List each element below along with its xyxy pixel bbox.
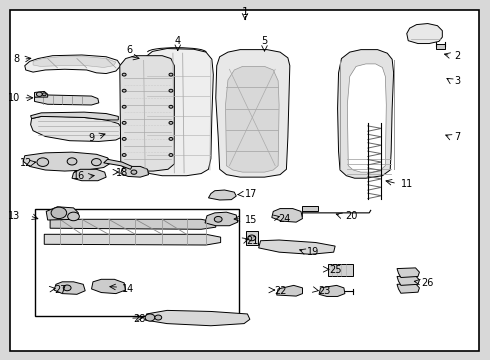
Text: 3: 3 — [455, 76, 461, 86]
Circle shape — [67, 158, 77, 165]
Bar — [246, 231, 258, 245]
Polygon shape — [397, 276, 419, 285]
Circle shape — [122, 73, 126, 76]
Polygon shape — [302, 206, 318, 211]
Polygon shape — [54, 282, 85, 294]
Polygon shape — [50, 219, 216, 229]
Polygon shape — [397, 284, 419, 293]
Text: 5: 5 — [261, 36, 268, 46]
Polygon shape — [25, 55, 121, 73]
Circle shape — [63, 285, 71, 291]
Circle shape — [42, 93, 46, 96]
Text: 15: 15 — [245, 215, 257, 225]
Polygon shape — [277, 285, 302, 296]
Text: 21: 21 — [246, 237, 258, 247]
Polygon shape — [104, 159, 132, 169]
Text: 14: 14 — [122, 284, 134, 294]
Circle shape — [122, 105, 126, 108]
Polygon shape — [30, 116, 123, 141]
Text: 18: 18 — [116, 168, 128, 178]
Polygon shape — [397, 268, 419, 278]
Circle shape — [248, 235, 256, 241]
Text: 27: 27 — [54, 285, 67, 295]
Polygon shape — [338, 50, 393, 178]
Text: 10: 10 — [8, 93, 20, 103]
Text: 23: 23 — [318, 287, 330, 296]
Circle shape — [145, 314, 155, 321]
Polygon shape — [225, 66, 279, 172]
Circle shape — [36, 92, 42, 96]
Text: 22: 22 — [274, 287, 287, 296]
Text: 19: 19 — [307, 247, 319, 257]
Text: 7: 7 — [455, 132, 461, 142]
Polygon shape — [347, 64, 386, 172]
Polygon shape — [72, 169, 106, 181]
Polygon shape — [407, 23, 442, 44]
Text: 25: 25 — [329, 265, 342, 275]
Text: 8: 8 — [14, 54, 20, 64]
Polygon shape — [139, 49, 213, 176]
Polygon shape — [34, 95, 99, 105]
Circle shape — [169, 89, 173, 92]
Text: 16: 16 — [73, 171, 85, 181]
Polygon shape — [33, 57, 116, 67]
Circle shape — [37, 158, 49, 166]
Circle shape — [169, 105, 173, 108]
Polygon shape — [30, 112, 118, 120]
Text: 28: 28 — [133, 314, 146, 324]
Text: 1: 1 — [242, 7, 248, 17]
Text: 11: 11 — [401, 179, 413, 189]
Polygon shape — [44, 234, 220, 245]
Polygon shape — [319, 285, 345, 296]
Circle shape — [169, 138, 173, 140]
Polygon shape — [208, 190, 236, 200]
Bar — [328, 264, 353, 276]
Bar — [34, 208, 239, 316]
Text: 13: 13 — [8, 211, 20, 221]
Polygon shape — [92, 279, 125, 294]
Circle shape — [51, 207, 67, 219]
Text: 4: 4 — [175, 36, 181, 46]
Circle shape — [169, 73, 173, 76]
Polygon shape — [34, 91, 48, 97]
Circle shape — [122, 89, 126, 92]
Circle shape — [122, 154, 126, 157]
Circle shape — [92, 158, 101, 166]
Text: 6: 6 — [126, 45, 132, 55]
Polygon shape — [205, 212, 238, 226]
Polygon shape — [259, 240, 335, 254]
Text: 12: 12 — [20, 158, 32, 168]
Polygon shape — [216, 50, 290, 177]
Circle shape — [214, 216, 222, 222]
Polygon shape — [272, 208, 302, 222]
Circle shape — [68, 212, 79, 221]
Text: 20: 20 — [345, 211, 357, 221]
Circle shape — [169, 121, 173, 124]
Circle shape — [122, 138, 126, 140]
Polygon shape — [46, 207, 78, 220]
Polygon shape — [145, 310, 250, 326]
Text: 9: 9 — [89, 133, 95, 143]
Circle shape — [122, 121, 126, 124]
Text: 2: 2 — [455, 51, 461, 61]
Text: 26: 26 — [421, 278, 434, 288]
Circle shape — [169, 154, 173, 157]
Polygon shape — [120, 56, 174, 171]
Bar — [436, 44, 445, 49]
Circle shape — [131, 170, 137, 174]
Polygon shape — [24, 152, 111, 171]
Text: 17: 17 — [245, 189, 257, 199]
Text: 24: 24 — [278, 213, 291, 224]
Polygon shape — [121, 166, 148, 177]
Circle shape — [155, 315, 162, 320]
